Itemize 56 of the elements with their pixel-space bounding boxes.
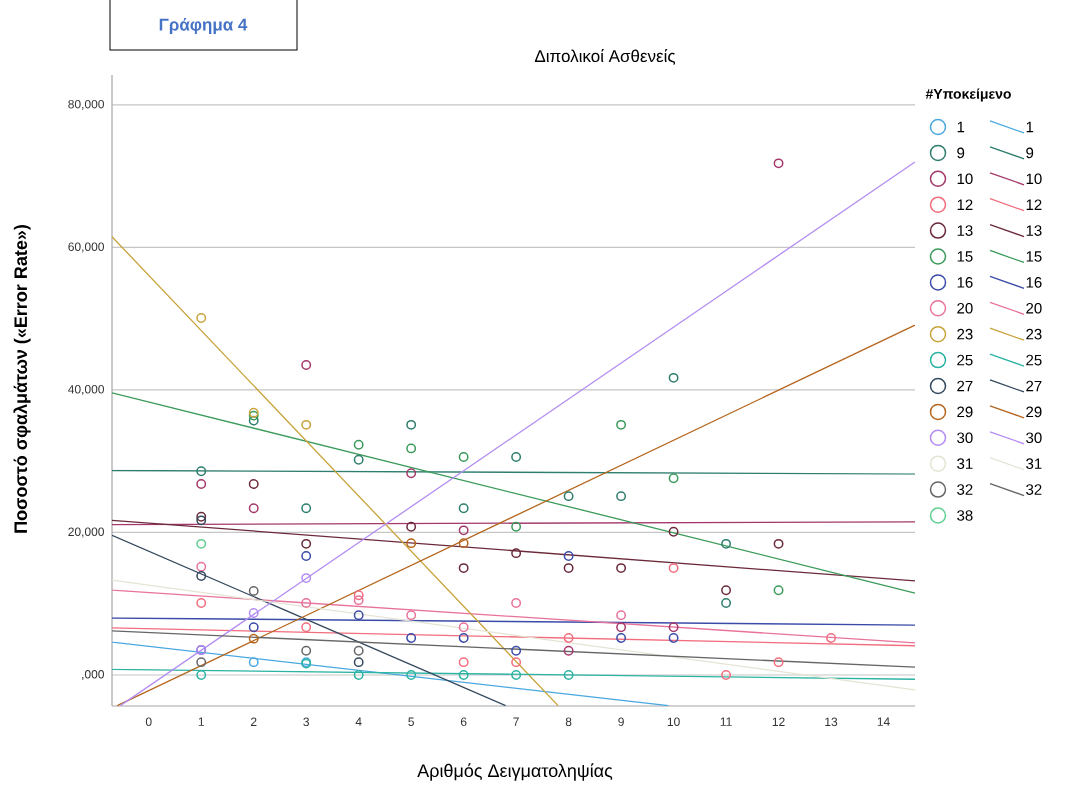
x-tick-label: 12 (772, 717, 785, 726)
legend-label: 10 (1026, 173, 1042, 185)
legend-label: 27 (957, 380, 973, 392)
legend-label: 1 (1026, 121, 1034, 133)
y-axis-title: Ποσοστό σφαλμάτων («Error Rate») (13, 225, 31, 533)
legend-label: 25 (1026, 354, 1042, 366)
legend-label: 10 (957, 173, 973, 185)
legend-label: 9 (957, 147, 965, 159)
legend-label: 31 (1026, 458, 1042, 469)
legend-label: 9 (1026, 147, 1034, 159)
legend-label: 25 (957, 354, 973, 366)
legend-label: 12 (957, 199, 973, 210)
x-axis-title: Αριθμός Δειγματοληψίας (417, 763, 613, 781)
legend-label: 32 (1026, 484, 1042, 495)
x-tick-label: 2 (250, 717, 257, 726)
legend-label: 30 (1026, 432, 1042, 444)
legend-label: 12 (1026, 199, 1042, 210)
x-tick-label: 11 (720, 717, 732, 726)
legend-label: 29 (1026, 406, 1042, 418)
legend-label: 20 (1026, 302, 1042, 314)
y-tick-label: 60,000 (68, 242, 104, 253)
legend-label: 15 (957, 251, 973, 262)
x-tick-label: 4 (355, 717, 362, 726)
legend-label: 13 (1026, 225, 1042, 236)
legend-label: 31 (957, 458, 973, 469)
legend-label: 13 (957, 225, 973, 236)
y-tick-label: 80,000 (68, 99, 104, 110)
text: Γράφημα 4 (159, 17, 248, 35)
x-tick-label: 13 (825, 717, 838, 727)
y-tick-label: 40,000 (68, 385, 104, 395)
x-tick-label: 14 (877, 717, 890, 726)
legend-label: 32 (957, 484, 973, 495)
chart-title: Διπολικοί Ασθενείς (534, 49, 676, 65)
x-tick-label: 7 (513, 717, 519, 726)
legend-label: 30 (957, 432, 973, 444)
x-tick-label: 8 (565, 717, 572, 727)
x-tick-label: 6 (460, 717, 467, 727)
legend-label: 1 (957, 121, 965, 133)
legend-label: 20 (957, 302, 973, 314)
legend-label: 27 (1026, 380, 1042, 392)
x-tick-label: 0 (145, 717, 152, 727)
y-tick-label: 20,000 (68, 527, 104, 538)
legend-label: 16 (1026, 277, 1042, 288)
legend-label: 38 (957, 510, 973, 521)
x-tick-label: 5 (408, 717, 414, 726)
x-tick-label: 9 (618, 717, 624, 727)
legend-label: 29 (957, 406, 973, 418)
legend-label: 23 (1026, 328, 1042, 340)
x-tick-label: 3 (303, 717, 310, 727)
legend-label: 16 (957, 277, 973, 288)
x-tick-label: 10 (667, 717, 680, 727)
legend-label: 15 (1026, 251, 1042, 262)
legend-label: 23 (957, 328, 973, 340)
y-tick-label: ,000 (82, 670, 105, 680)
x-tick-label: 1 (198, 717, 204, 726)
legend-title: #Υποκείμενο (925, 88, 1011, 102)
